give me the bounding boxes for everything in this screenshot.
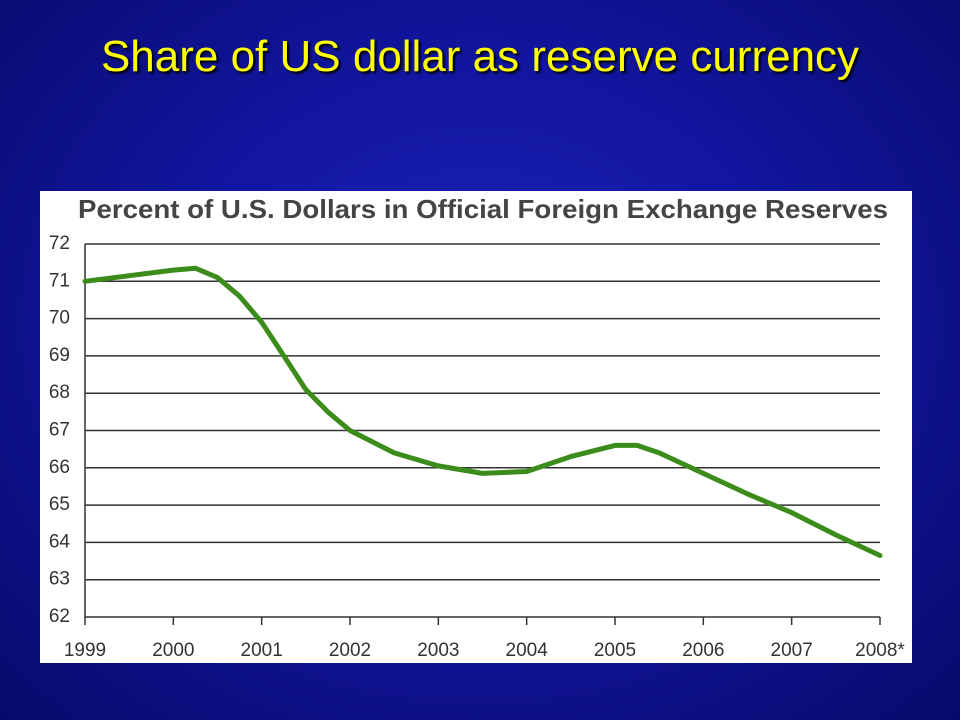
y-tick-label: 72: [49, 233, 70, 254]
x-tick-label: 2000: [152, 640, 194, 661]
y-tick-label: 67: [49, 420, 70, 441]
y-tick-label: 66: [49, 457, 70, 478]
y-tick-label: 64: [49, 531, 71, 552]
chart-title: Percent of U.S. Dollars in Official Fore…: [78, 194, 888, 224]
chart-background: [40, 191, 912, 663]
x-tick-label: 2004: [506, 640, 549, 661]
y-tick-label: 69: [49, 345, 70, 366]
x-tick-label: 2008*: [855, 640, 905, 661]
y-tick-label: 68: [49, 382, 70, 403]
data-line: [82, 265, 883, 558]
y-tick-label: 63: [49, 569, 70, 590]
y-tick-label: 65: [49, 494, 70, 515]
y-tick-label: 71: [49, 270, 70, 291]
x-tick-label: 1999: [64, 640, 106, 661]
x-tick-label: 2006: [682, 640, 724, 661]
x-tick-label: 2007: [771, 640, 813, 661]
y-tick-label: 70: [49, 308, 70, 329]
x-tick-label: 2002: [329, 640, 371, 661]
x-tick-label: 2003: [417, 640, 459, 661]
y-tick-label: 62: [49, 606, 70, 627]
x-tick-label: 2001: [241, 640, 283, 661]
x-tick-label: 2005: [594, 640, 636, 661]
slide-title: Share of US dollar as reserve currency: [100, 32, 860, 81]
